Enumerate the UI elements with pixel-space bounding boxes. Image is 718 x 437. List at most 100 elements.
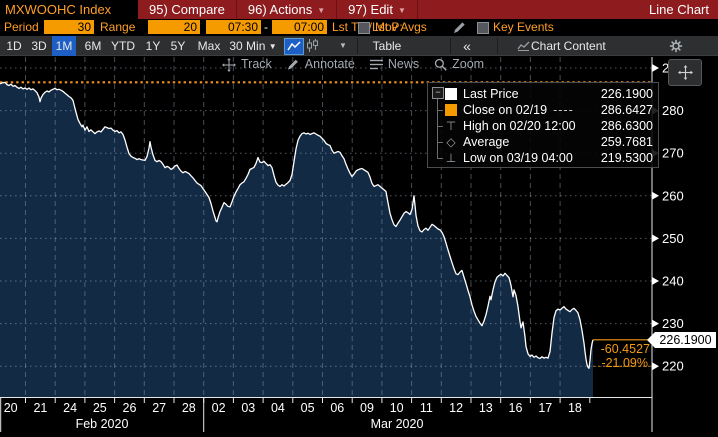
toolbar-separator [357,38,358,54]
key-events-checkbox[interactable] [477,22,489,34]
chart-tools-bar: Track Annotate News Zoom [222,57,484,72]
menu-item-compare[interactable]: 95) Compare [138,0,237,19]
line-chart-type-button[interactable] [284,38,304,55]
x-axis-label: 28 [182,401,196,415]
collapse-panel-button[interactable]: « [463,38,471,54]
x-axis-label: 26 [123,401,137,415]
chart-content-icon [516,38,531,53]
x-axis-label: 27 [152,401,166,415]
x-axis-label: 09 [360,401,374,415]
legend-row-average-marker[interactable]: ◇ Average 259.7681 [428,134,658,150]
range-button-1m[interactable]: 1M [52,36,76,56]
average-marker-icon: ◇ [446,135,456,149]
interval-dropdown[interactable]: 30 Min ▼ [229,39,277,53]
title-bar: MXWOOHC Index 95) Compare 96) Actions ▼ 97)… [0,0,718,19]
y-axis-tick-arrow [652,191,659,200]
x-axis-label: 18 [568,401,582,415]
time-end-field[interactable]: 07:00 [272,20,327,34]
range-button-1d[interactable]: 1D [6,39,22,53]
track-tool[interactable]: Track [222,57,272,72]
range-button-1y[interactable]: 1Y [145,39,161,53]
chevron-down-icon: ▼ [397,6,406,15]
legend-collapse-icon[interactable]: − [432,87,444,99]
pan-control[interactable] [668,59,702,86]
legend-label: Close on 02/19 [463,103,548,117]
x-axis-label: 20 [4,401,18,415]
range-button-6m[interactable]: 6M [84,39,102,53]
y-axis-label: 240 [662,274,684,289]
y-axis-label: 260 [662,188,684,203]
orange-square-icon [445,104,457,116]
range-button-5y[interactable]: 5Y [170,39,186,53]
mov-avgs-pencil-icon[interactable] [453,21,467,34]
chart-content-button[interactable]: Chart Content [531,39,606,53]
x-axis-label: 10 [390,401,404,415]
legend-row-high-marker[interactable]: ⊤ High on 02/20 12:00 286.6300 [428,118,658,134]
mov-avgs-checkbox[interactable] [358,22,370,34]
legend-value: 219.5300 [600,151,653,165]
range-label: Range [100,20,136,34]
y-axis-tick-arrow [652,319,659,328]
y-axis-tick-arrow [652,277,659,285]
annotate-tool[interactable]: Annotate [287,57,355,72]
candle-chart-type-button[interactable] [304,38,320,53]
period-label: Period [4,20,39,34]
chart-type-more-dropdown[interactable]: ▼ [339,41,347,50]
toolbar-separator [497,38,498,54]
news-tool[interactable]: News [369,57,419,72]
legend-value: 259.7681 [600,135,653,149]
area-fill [0,82,593,398]
y-axis-label: 280 [662,103,684,118]
range-button-3d[interactable]: 3D [31,39,47,53]
range-button-max[interactable]: Max [197,39,221,53]
legend-row-low-marker[interactable]: ⊥ Low on 03/19 04:00 219.5300 [428,150,658,166]
pct-change-label: -21.09% [601,356,648,370]
x-axis-label: 05 [301,401,315,415]
mov-avgs-label: Mov Avgs [375,20,427,34]
chevron-down-icon: ▼ [317,6,326,15]
magnifier-icon [434,58,447,71]
x-axis-label: 11 [420,401,433,415]
price-line [0,81,594,369]
zoom-tool[interactable]: Zoom [434,57,484,72]
high-marker-icon: ⊤ [445,119,457,133]
x-axis-label: 17 [538,401,552,415]
legend-tree-stub [437,141,443,143]
x-axis-label: 16 [509,401,523,415]
x-axis-label: 25 [93,401,107,415]
news-lines-icon [369,59,383,70]
legend-row-white-square[interactable]: Last Price 226.1900 [428,86,658,102]
range-field[interactable]: 20 [148,20,200,34]
time-start-field[interactable]: 07:30 [206,20,261,34]
y-axis-label: 220 [662,359,684,374]
legend-tree-stub [437,109,443,111]
legend-tree-stub [437,125,443,127]
chart-legend: − Last Price 226.1900 Close on 02/19 ---- 28… [427,82,659,168]
x-axis-label: 21 [33,401,47,415]
x-axis-label: 06 [330,401,344,415]
legend-label: Low on 03/19 04:00 [463,151,573,165]
pencil-icon [287,59,298,70]
x-axis-label: 12 [449,401,463,415]
settings-gear-button[interactable] [668,38,684,53]
range-button-ytd[interactable]: YTD [111,39,135,53]
legend-label: High on 02/20 12:00 [463,119,576,133]
period-field[interactable]: 30 [44,20,94,34]
y-axis-tick-arrow [652,64,659,72]
legend-value: 286.6300 [600,119,653,133]
chart-toolbar: 1D 3D 1M 6M YTD 1Y 5Y Max 30 Min ▼ ▼ Table « Ch… [0,36,718,56]
last-price-badge: 226.1900 [655,332,716,348]
table-button[interactable]: Table [372,39,402,53]
x-axis-label: 24 [63,401,77,415]
menu-item-actions[interactable]: 96) Actions ▼ [237,0,338,19]
menu-item-edit[interactable]: 97) Edit ▼ [337,0,418,19]
month-label-feb: Feb 2020 [76,417,129,431]
last-price-badge-arrow [647,332,655,348]
legend-row-orange-square[interactable]: Close on 02/19 ---- 286.6427 [428,102,658,118]
settings-bar: Period 30 Range 20 07:30 - 07:00 Lst Trd… [0,19,718,36]
chart-type-label: Line Chart [649,2,709,17]
y-axis-label: 230 [662,316,684,331]
legend-label: Average [463,135,510,149]
y-axis-label: 270 [662,146,684,161]
white-square-icon [445,88,457,100]
